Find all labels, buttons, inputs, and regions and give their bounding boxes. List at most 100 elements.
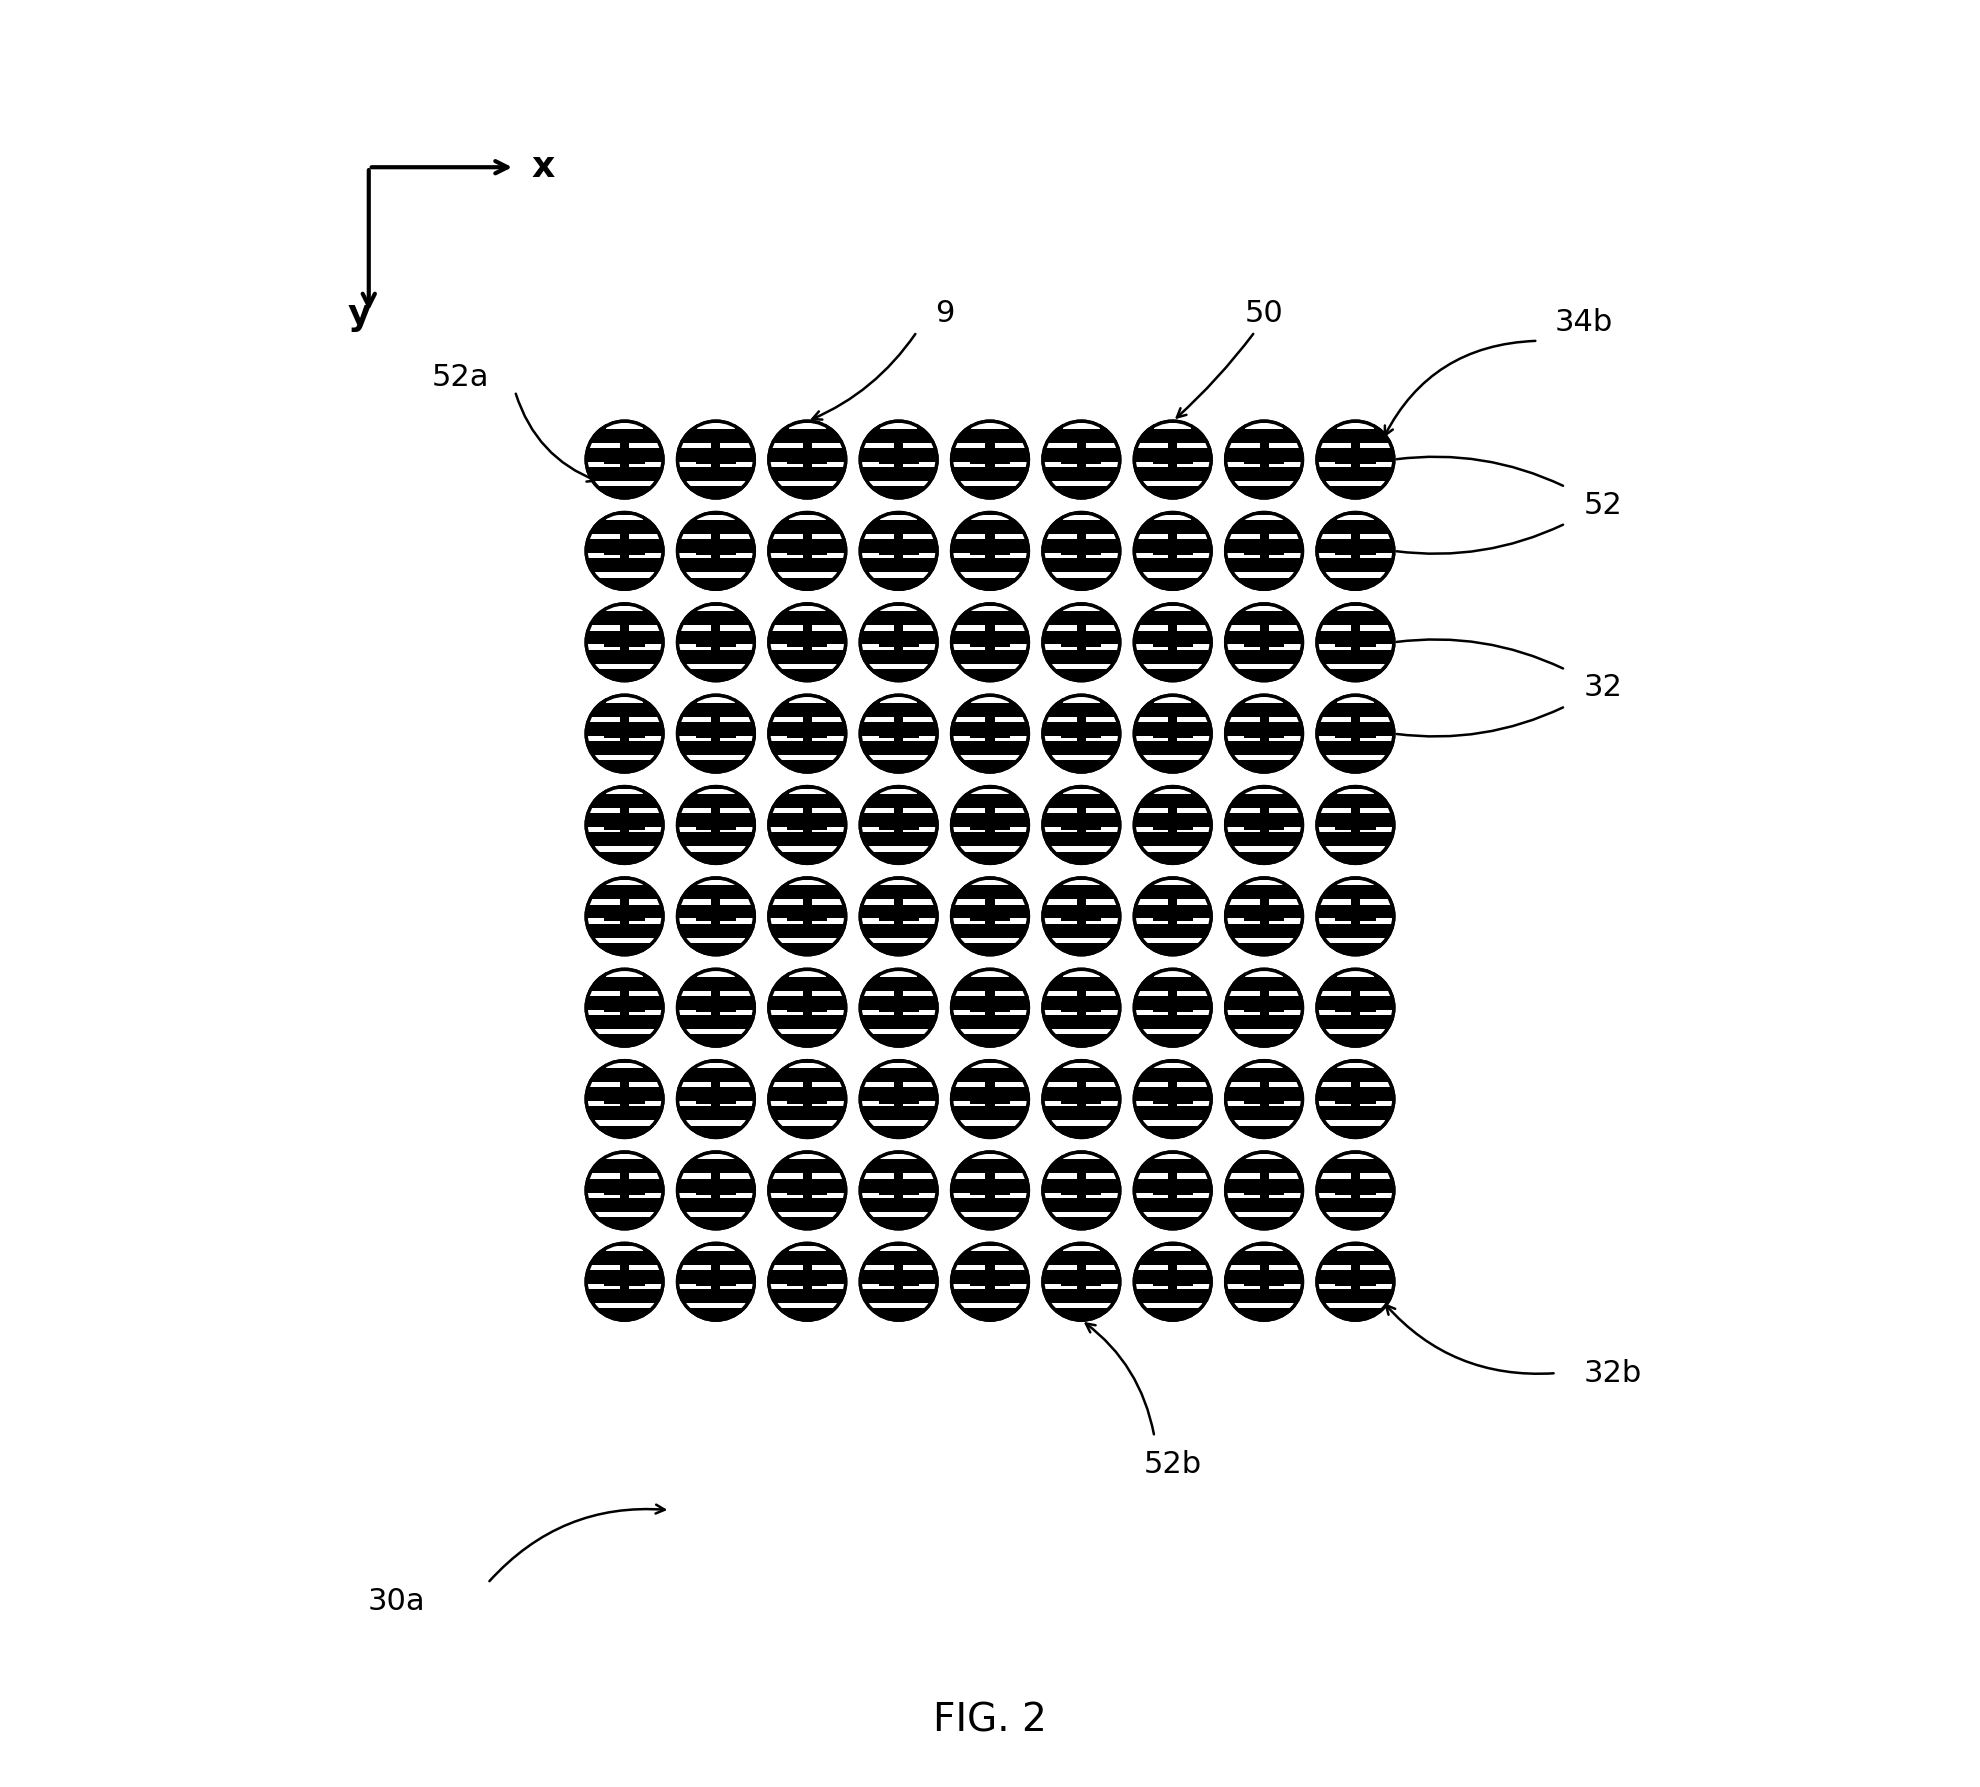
Bar — [1245, 788, 1283, 793]
Bar — [879, 1154, 917, 1160]
Bar — [620, 531, 630, 572]
Bar — [1321, 534, 1392, 540]
Circle shape — [1043, 513, 1121, 590]
Circle shape — [859, 513, 937, 590]
Bar — [1063, 1246, 1101, 1251]
Bar — [695, 1003, 737, 1011]
Circle shape — [586, 604, 663, 681]
Bar — [677, 645, 754, 650]
Bar — [594, 572, 655, 577]
Bar — [970, 1278, 1010, 1287]
Bar — [895, 622, 903, 663]
Bar — [1077, 622, 1085, 663]
Bar — [772, 1174, 843, 1179]
Bar — [1043, 1101, 1119, 1106]
Bar — [1317, 461, 1394, 466]
Bar — [861, 1101, 937, 1106]
Bar — [604, 456, 645, 465]
Bar — [711, 531, 721, 572]
Bar — [895, 1079, 903, 1119]
Bar — [1245, 697, 1283, 702]
Bar — [677, 827, 754, 833]
Bar — [677, 552, 754, 558]
Bar — [954, 717, 1026, 722]
Bar — [970, 820, 1010, 829]
Bar — [1142, 1212, 1202, 1217]
Bar — [778, 663, 838, 668]
Bar — [588, 990, 659, 995]
Bar — [1335, 638, 1376, 647]
Bar — [772, 1265, 843, 1271]
Circle shape — [768, 604, 845, 681]
Bar — [802, 988, 812, 1028]
Circle shape — [1135, 513, 1212, 590]
Bar — [1226, 552, 1303, 558]
Bar — [1168, 440, 1178, 479]
Bar — [1243, 456, 1285, 465]
Bar — [1325, 572, 1386, 577]
Bar — [869, 572, 929, 577]
Bar — [1259, 897, 1269, 936]
Bar — [606, 424, 644, 429]
Bar — [1135, 461, 1212, 466]
Bar — [970, 1187, 1010, 1196]
Bar — [1321, 899, 1392, 904]
Bar — [1321, 443, 1392, 449]
Bar — [604, 729, 645, 738]
Bar — [869, 481, 929, 486]
Bar — [1045, 808, 1117, 813]
Bar — [711, 897, 721, 936]
Bar — [1168, 1170, 1178, 1210]
Bar — [620, 622, 630, 663]
Bar — [681, 717, 752, 722]
Circle shape — [952, 1244, 1028, 1321]
Bar — [681, 625, 752, 631]
Bar — [1061, 456, 1101, 465]
Bar — [954, 534, 1026, 540]
Bar — [778, 1212, 838, 1217]
Bar — [1061, 547, 1101, 556]
Bar — [586, 1101, 663, 1106]
Circle shape — [768, 695, 845, 772]
Bar — [1051, 572, 1111, 577]
Bar — [1350, 1079, 1360, 1119]
Bar — [1154, 697, 1192, 702]
Bar — [879, 515, 917, 520]
Bar — [1168, 531, 1178, 572]
Bar — [1350, 1170, 1360, 1210]
Circle shape — [1043, 1153, 1121, 1229]
Bar — [1142, 847, 1202, 852]
Bar — [1063, 424, 1101, 429]
Bar — [588, 1081, 659, 1086]
Bar — [768, 645, 845, 650]
Bar — [1135, 552, 1212, 558]
Circle shape — [586, 513, 663, 590]
Bar — [972, 788, 1008, 793]
Circle shape — [677, 1153, 754, 1229]
Circle shape — [1226, 513, 1303, 590]
Bar — [1137, 990, 1208, 995]
Bar — [879, 881, 917, 885]
Bar — [1063, 606, 1101, 611]
Bar — [1325, 754, 1386, 759]
Bar — [1336, 972, 1374, 977]
Bar — [768, 919, 845, 924]
Circle shape — [952, 513, 1028, 590]
Circle shape — [1043, 969, 1121, 1045]
Circle shape — [1043, 1061, 1121, 1137]
Bar — [1336, 424, 1374, 429]
Bar — [1245, 972, 1283, 977]
Bar — [1234, 1120, 1295, 1126]
Bar — [768, 552, 845, 558]
Bar — [1243, 1278, 1285, 1287]
Bar — [1142, 938, 1202, 944]
Bar — [1350, 440, 1360, 479]
Bar — [1061, 638, 1101, 647]
Bar — [685, 663, 746, 668]
Circle shape — [1317, 969, 1394, 1045]
Bar — [1226, 1192, 1303, 1197]
Bar — [697, 1154, 735, 1160]
Bar — [778, 847, 838, 852]
Bar — [802, 1262, 812, 1303]
Bar — [1137, 1174, 1208, 1179]
